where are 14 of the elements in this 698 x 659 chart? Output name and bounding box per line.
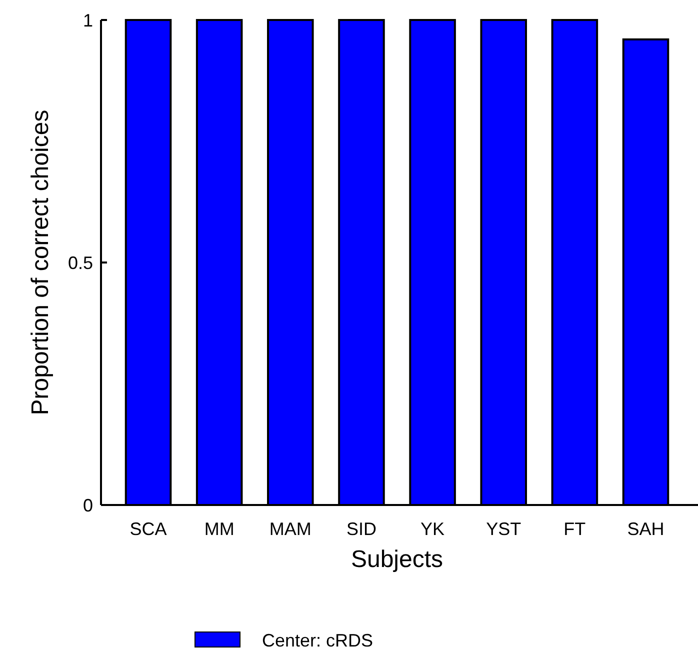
x-tick-label: YK — [420, 519, 445, 539]
x-tick-label: MM — [204, 519, 234, 539]
x-axis-title: Subjects — [350, 546, 444, 573]
x-tick-label: YST — [486, 519, 522, 539]
y-tick-label: 0 — [82, 495, 93, 516]
y-axis-title: Proportion of correct choices — [27, 110, 54, 416]
x-tick-label: SID — [346, 519, 376, 539]
y-tick-label: 1 — [82, 10, 93, 30]
x-tick-label: SAH — [627, 519, 664, 539]
x-tick-label: FT — [564, 519, 586, 539]
y-tick-label: 0.5 — [68, 252, 93, 273]
x-tick-label: MAM — [269, 519, 312, 539]
legend-label: Center: cRDS — [262, 630, 374, 650]
x-tick-label: SCA — [130, 519, 167, 539]
